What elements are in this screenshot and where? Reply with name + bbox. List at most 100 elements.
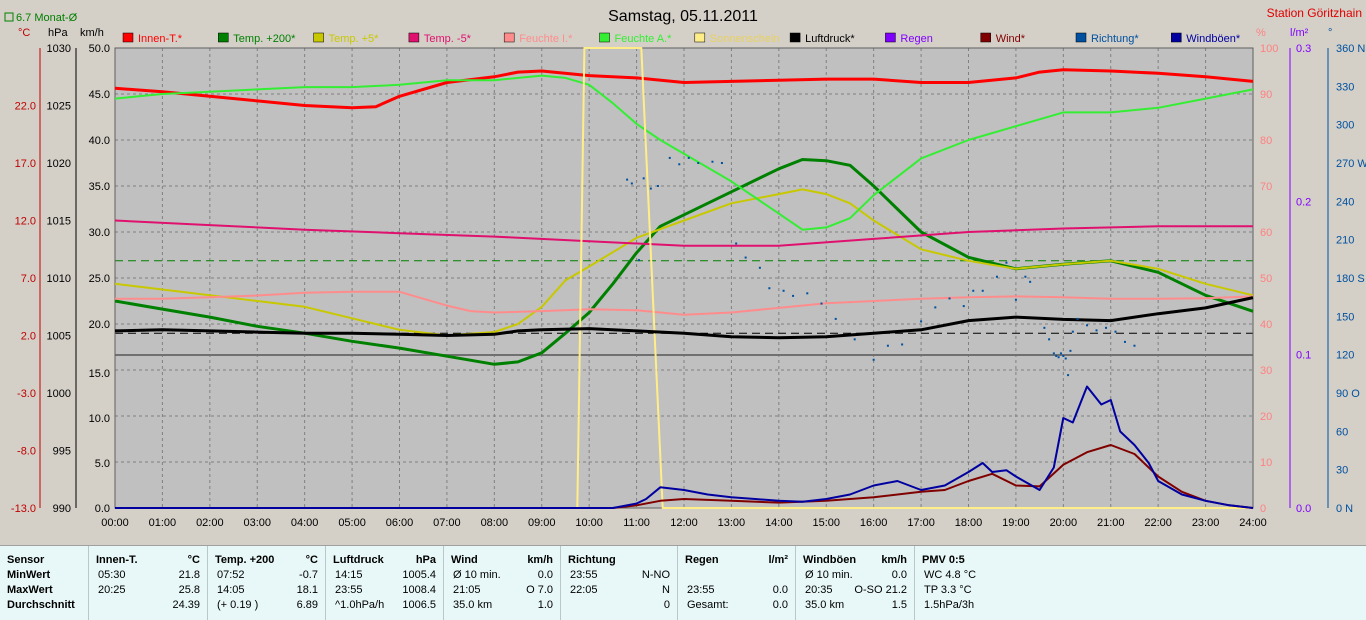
stats-header-label: Temp. +200 [215, 554, 275, 566]
stats-row-label: MinWert [7, 569, 51, 581]
stats-value: 1008.4 [402, 584, 436, 596]
humidity-tick-label: 10 [1260, 457, 1272, 469]
stats-row: 14:15 1005.4 [326, 569, 444, 583]
direction-point [853, 338, 856, 341]
direction-point [1064, 357, 1067, 360]
direction-point [1048, 338, 1051, 341]
stats-time: 21:05 [453, 584, 481, 596]
wind-upper-tick-label: 25.0 [89, 273, 110, 285]
wind-upper-tick-label: 45.0 [89, 89, 110, 101]
direction-tick-label: 210 [1336, 235, 1354, 247]
wind-upper-tick-label: 50.0 [89, 43, 110, 55]
direction-point [1057, 356, 1060, 359]
x-tick-label: 00:00 [101, 517, 129, 529]
direction-point [1076, 317, 1079, 320]
weather-chart: Samstag, 05.11.2011 Station Göritzhain 6… [4, 6, 1366, 529]
stats-header-unit: °C [305, 554, 318, 566]
stats-time: 23:55 [335, 584, 363, 596]
stats-header: Windböen km/h [796, 554, 915, 568]
legend-label: Feuchte I.* [519, 33, 573, 45]
direction-point [744, 256, 747, 259]
humidity-tick-label: 30 [1260, 365, 1272, 377]
direction-point [1029, 280, 1032, 283]
humidity-tick-label: 40 [1260, 319, 1272, 331]
direction-point [872, 358, 875, 361]
direction-point [1133, 344, 1136, 347]
legend-swatch [885, 32, 896, 43]
stats-header-label: PMV 0:5 [922, 554, 965, 566]
x-tick-label: 03:00 [243, 517, 271, 529]
direction-point [834, 317, 837, 320]
stats-header: PMV 0:5 [915, 554, 1035, 568]
stats-value: 1006.5 [402, 599, 436, 611]
direction-point [981, 289, 984, 292]
direction-point [720, 162, 723, 164]
legend-label: Richtung* [1091, 33, 1139, 45]
unit-temp: °C [18, 27, 30, 39]
direction-point [1071, 330, 1074, 333]
stats-value: O 7.0 [526, 584, 553, 596]
pressure-tick-label: 995 [53, 446, 71, 458]
legend-swatch [789, 32, 801, 43]
temp-tick-label: 12.0 [15, 216, 36, 228]
statistics-panel: Sensor MinWert MaxWert Durchschnitt Innen-T.… [0, 545, 1366, 620]
stats-header: Temp. +200 °C [208, 554, 326, 568]
humidity-tick-label: 80 [1260, 135, 1272, 147]
direction-point [972, 289, 975, 292]
legend-label: Feuchte A.* [615, 33, 673, 45]
legend-label: Wind* [996, 33, 1026, 45]
stats-time: 14:05 [217, 584, 245, 596]
series-line-0 [114, 68, 1254, 110]
direction-point [886, 344, 889, 347]
wind-lower-tick-label: 15.0 [89, 368, 110, 380]
direction-point [1067, 374, 1070, 377]
humidity-tick-label: 70 [1260, 181, 1272, 193]
stats-row: 07:52 -0.7 [208, 569, 326, 583]
legend-swatch [313, 32, 324, 43]
direction-point [637, 259, 640, 262]
stats-time: 07:52 [217, 569, 245, 581]
stats-row: TP 3.3 °C [915, 584, 1035, 598]
x-tick-label: 01:00 [149, 517, 177, 529]
stats-time: ^1.0hPa/h [335, 599, 385, 611]
stats-header: Luftdruck hPa [326, 554, 444, 568]
x-tick-label: 09:00 [528, 517, 556, 529]
series-line-2 [114, 188, 1254, 337]
unit-pressure: hPa [48, 27, 68, 39]
x-tick-label: 20:00 [1050, 517, 1078, 529]
stats-row: 20:25 25.8 [89, 584, 208, 598]
direction-tick-label: 360 N [1336, 43, 1365, 55]
series-line-7 [114, 296, 1254, 340]
stats-time: 20:35 [805, 584, 833, 596]
x-tick-label: 13:00 [718, 517, 746, 529]
direction-point [1059, 352, 1062, 355]
direction-point [1086, 324, 1089, 327]
legend-swatch [122, 32, 134, 43]
stats-time: 05:30 [98, 569, 126, 581]
stats-row: 24.39 [89, 599, 208, 613]
wind-upper-tick-label: 30.0 [89, 227, 110, 239]
stats-row: ^1.0hPa/h 1006.5 [326, 599, 444, 613]
stats-time: Gesamt: [687, 599, 729, 611]
direction-point [1069, 349, 1072, 352]
direction-point [630, 182, 633, 185]
stats-column: Temp. +200 °C 07:52 -0.7 14:05 18.1 (+ 0.19 ) 6… [207, 546, 326, 620]
stats-value: N-NO [641, 569, 670, 581]
stats-time: WC 4.8 °C [924, 569, 977, 581]
stats-row: MinWert [0, 569, 88, 583]
month-avg-label: 6.7 Monat-Ø [16, 12, 78, 24]
humidity-tick-label: 50 [1260, 273, 1272, 285]
series-line-4 [115, 290, 1254, 316]
stats-row: 35.0 km 1.5 [796, 599, 915, 613]
direction-point [820, 302, 823, 305]
month-avg-icon [4, 12, 14, 22]
stats-time: 1.5hPa/3h [924, 599, 975, 611]
stats-value: 0.0 [537, 569, 553, 581]
wind-upper-tick-label: 40.0 [89, 135, 110, 147]
direction-point [1095, 329, 1098, 332]
direction-point [920, 320, 923, 323]
direction-point [1123, 340, 1126, 343]
stats-row: (+ 0.19 ) 6.89 [208, 599, 326, 613]
x-tick-label: 06:00 [386, 517, 414, 529]
stats-header: Sensor [0, 554, 88, 568]
